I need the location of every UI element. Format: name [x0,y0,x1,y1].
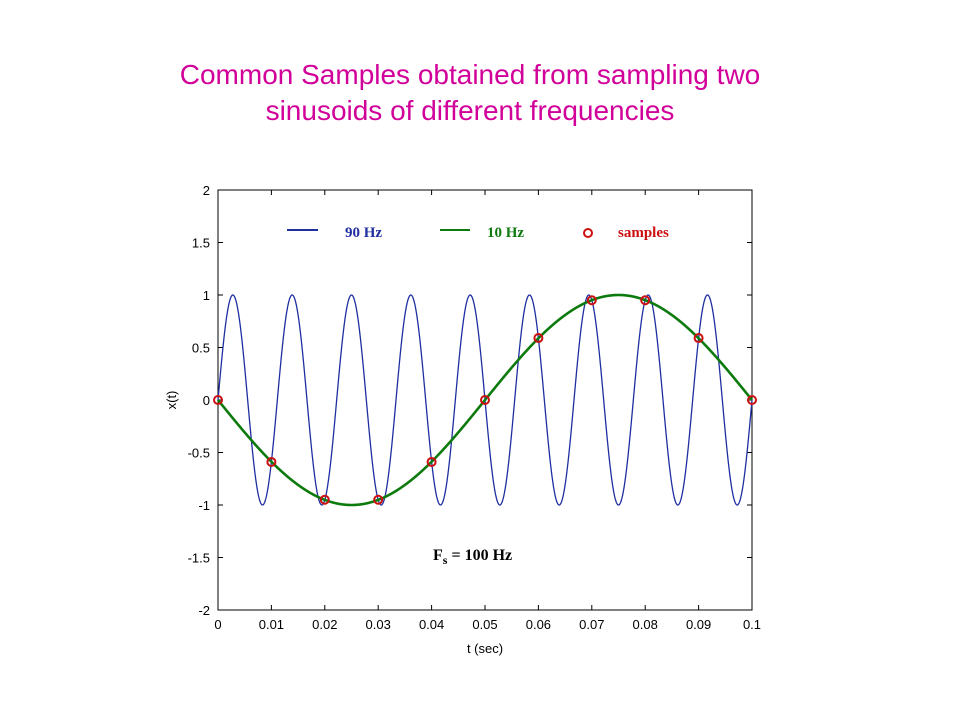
sample-point [747,395,757,405]
x-tick-label: 0.1 [743,617,761,632]
x-tick-label: 0.06 [526,617,551,632]
y-axis-label: x(t) [164,391,179,410]
legend-label-90hz: 90 Hz [345,225,382,241]
x-tick-label: 0.01 [259,617,284,632]
x-tick-label: 0.03 [366,617,391,632]
y-tick-label: 0 [203,393,210,408]
y-tick-label: 0.5 [192,341,210,356]
y-tick-label: -0.5 [188,446,210,461]
x-tick-label: 0.08 [633,617,658,632]
sample-point [533,333,544,344]
sample-point [480,395,490,405]
sample-point [640,295,651,306]
x-axis-label: t (sec) [467,641,503,656]
y-tick-label: -1.5 [188,551,210,566]
sample-point [266,456,277,467]
x-tick-label: 0.07 [579,617,604,632]
series-line-10-hz [216,293,754,507]
sample-point [586,295,597,306]
legend-label-samples: samples [618,225,669,241]
x-tick-label: 0.09 [686,617,711,632]
sample-point [213,395,223,405]
x-tick-label: 0 [214,617,221,632]
y-tick-label: 1 [203,288,210,303]
sample-point [693,333,704,344]
slide-title-line-1: Common Samples obtained from sampling tw… [179,59,761,90]
legend-label-10hz: 10 Hz [487,225,524,241]
x-tick-label: 0.05 [472,617,497,632]
x-tick-label: 0.04 [419,617,444,632]
sample-point [426,456,437,467]
y-tick-label: -1 [198,498,210,513]
x-tick-label: 0.02 [312,617,337,632]
legend-marker-samples [583,228,593,238]
sample-point [373,494,384,505]
y-tick-label: 2 [203,183,210,198]
sampling-rate-annotation: Fs = 100 Hz [433,547,512,567]
y-tick-label: -2 [198,603,210,618]
y-tick-label: 1.5 [192,236,210,251]
slide-title-line-2: sinusoids of different frequencies [265,95,675,126]
sample-point [319,494,330,505]
